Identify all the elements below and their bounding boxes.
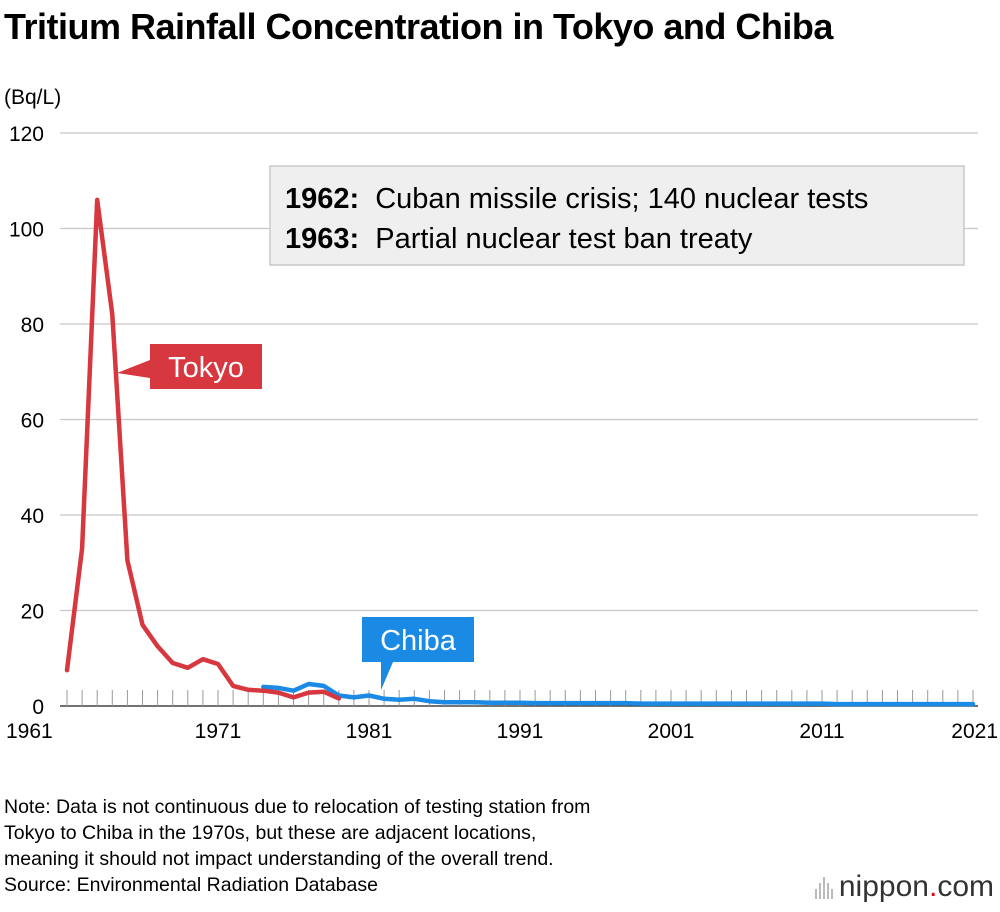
x-tick-label: 1971 <box>195 720 242 743</box>
y-axis-unit: (Bq/L) <box>4 86 61 109</box>
annotation-box: 1962: Cuban missile crisis; 140 nuclear … <box>269 165 965 266</box>
svg-text:1962: Cuban missile cris: 1962: Cuban missile crisis; 140 nuclear … <box>285 183 868 215</box>
notes: Note: Data is not continuous due to relo… <box>4 794 590 898</box>
x-axis-labels: 1961 1971 1981 1991 2001 2011 2021 <box>6 720 998 743</box>
x-tick-label: 2021 <box>951 720 998 743</box>
y-tick-label: 120 <box>9 123 44 146</box>
x-tick-label: 1981 <box>346 720 393 743</box>
legend-chiba-label: Chiba <box>380 625 457 657</box>
y-tick-label: 40 <box>21 505 44 528</box>
y-tick-label: 60 <box>21 410 44 433</box>
series-lines <box>64 197 976 707</box>
annotation-text-1963: Partial nuclear test ban treaty <box>375 223 753 255</box>
annotation-text-1962: Cuban missile crisis; 140 nuclear tests <box>375 183 868 215</box>
y-tick-label: 0 <box>32 696 44 719</box>
brand-name: nippon <box>838 870 929 903</box>
logo-bars-icon <box>814 875 833 899</box>
nippon-logo: nippon.com <box>814 870 994 904</box>
y-tick-label: 100 <box>9 219 44 242</box>
line-chart: 0 20 40 60 80 100 120 1961 1971 1981 1991 2001 2011… <box>4 86 998 743</box>
x-tick-label: 2011 <box>799 720 844 743</box>
legend-tokyo-callout: Tokyo <box>117 344 262 389</box>
svg-text:1963: Partial nuclear te: 1963: Partial nuclear test ban treaty <box>285 223 753 255</box>
note-line: meaning it should not impact understandi… <box>4 848 554 870</box>
brand-suffix: com <box>937 870 994 903</box>
x-tick-label: 1991 <box>497 720 544 743</box>
y-tick-label: 20 <box>21 601 44 624</box>
y-tick-label: 80 <box>21 314 44 337</box>
x-tick-label: 2001 <box>648 720 695 743</box>
brand-dot: . <box>928 870 938 903</box>
legend-tokyo-label: Tokyo <box>168 352 244 384</box>
series-line-chiba <box>261 681 976 707</box>
series-line-tokyo <box>64 197 342 701</box>
x-tick-label: 1961 <box>6 720 53 743</box>
legend-chiba-callout: Chiba <box>362 617 474 690</box>
chart-title: Tritium Rainfall Concentration in Tokyo … <box>4 6 833 47</box>
source-line: Source: Environmental Radiation Database <box>4 874 378 896</box>
note-line: Note: Data is not continuous due to relo… <box>4 796 591 818</box>
annotation-year-1963: 1963: <box>285 223 359 255</box>
y-axis-labels: 0 20 40 60 80 100 120 <box>9 123 44 719</box>
annotation-year-1962: 1962: <box>285 183 359 215</box>
note-line: Tokyo to Chiba in the 1970s, but these a… <box>4 822 537 844</box>
